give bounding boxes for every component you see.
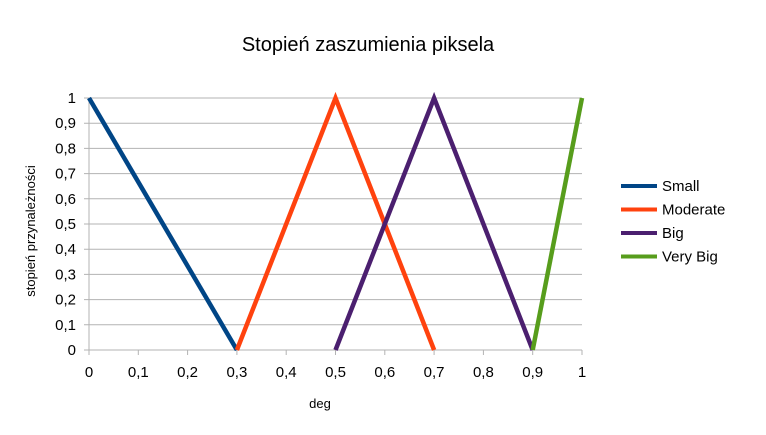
x-tick-label: 0,3 — [226, 364, 247, 381]
x-tick-label: 0,5 — [325, 364, 346, 381]
grid — [84, 97, 582, 351]
y-tick-label: 0,1 — [55, 317, 76, 334]
series-line-moderate — [234, 91, 437, 351]
y-tick-label: 0,5 — [55, 216, 76, 233]
series-line-big — [333, 91, 535, 351]
x-tick-label: 0,7 — [424, 364, 445, 381]
x-tick-labels: 0 0,1 0,2 0,3 0,4 0,5 0,6 0,7 0,8 0,9 1 — [85, 364, 586, 381]
y-tick-label: 0,2 — [55, 292, 76, 309]
y-tick-label: 0,4 — [55, 241, 76, 258]
legend: Small Moderate Big Very Big — [621, 178, 725, 266]
axes — [88, 98, 583, 355]
x-tick-label: 0,6 — [374, 364, 395, 381]
y-tick-label: 0,3 — [55, 266, 76, 283]
x-tick-label: 0,1 — [128, 364, 149, 381]
series-line-very-big — [530, 97, 585, 351]
legend-label: Small — [662, 178, 700, 195]
y-tick-label: 1 — [68, 90, 76, 107]
y-tick-label: 0 — [68, 342, 76, 359]
chart-title: Stopień zaszumienia piksela — [242, 34, 495, 56]
x-tick-label: 0,8 — [473, 364, 494, 381]
x-tick-label: 1 — [578, 364, 586, 381]
legend-label: Moderate — [662, 202, 725, 219]
y-tick-labels: 0 0,1 0,2 0,3 0,4 0,5 0,6 0,7 0,8 0,9 1 — [55, 90, 76, 359]
plot-series — [87, 91, 585, 352]
y-tick-label: 0,9 — [55, 115, 76, 132]
x-tick-label: 0,9 — [522, 364, 543, 381]
x-axis-label: deg — [309, 396, 331, 411]
x-tick-label: 0,4 — [276, 364, 297, 381]
x-tick-label: 0,2 — [177, 364, 198, 381]
series-line-small — [87, 96, 239, 352]
x-tick-label: 0 — [85, 364, 93, 381]
y-tick-label: 0,8 — [55, 140, 76, 157]
y-axis-label: stopień przynależności — [23, 165, 38, 297]
y-tick-label: 0,7 — [55, 166, 76, 183]
y-tick-label: 0,6 — [55, 191, 76, 208]
legend-label: Big — [662, 225, 684, 242]
legend-label: Very Big — [662, 249, 718, 266]
